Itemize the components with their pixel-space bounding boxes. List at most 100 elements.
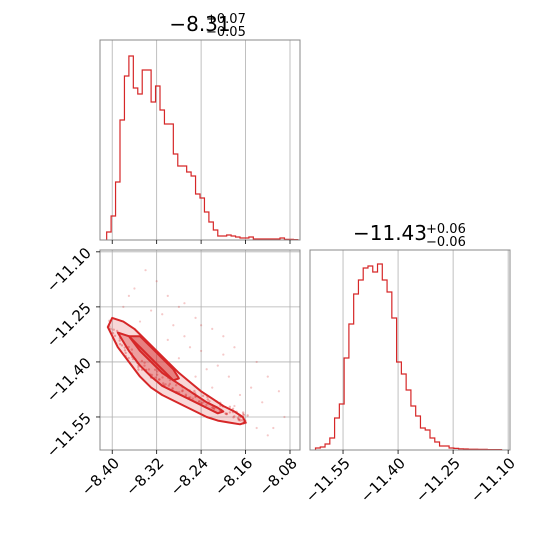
scatter-point [154,376,157,379]
scatter-point [118,342,122,346]
scatter-point [127,294,130,297]
scatter-point [115,329,119,333]
scatter-point [283,415,286,419]
scatter-point [137,366,140,369]
scatter-point [211,406,214,409]
scatter-point [211,327,214,330]
scatter-point [236,416,240,420]
scatter-point [130,348,134,351]
scatter-point [200,324,203,327]
hist-y-title-sub: −0.06 [426,235,466,250]
scatter-point [137,368,140,371]
scatter-2d-x-ticks: −8.40 −8.32 −8.24 −8.16 −8.08 [78,450,301,499]
scatter-point [122,305,125,308]
scatter-point [144,269,147,272]
scatter-point [174,384,178,387]
scatter-point [193,389,196,393]
scatter-point [237,418,241,422]
scatter-point [166,294,169,297]
scatter-point [255,426,258,430]
scatter-point [191,397,194,400]
hist-x-grid [111,40,291,240]
contour-outer [106,316,247,426]
scatter-point [140,359,144,363]
scatter-point [228,405,232,409]
scatter-point [233,346,236,349]
scatter-point [171,387,174,391]
scatter-point [232,416,235,419]
scatter-point [224,412,228,416]
x-tick-label: −8.40 [78,454,123,499]
scatter-point [233,415,236,418]
scatter-point [272,426,275,430]
scatter-point [189,396,192,399]
scatter-point [231,407,235,410]
hist-y-tick-label: −11.10 [467,454,519,506]
scatter-point [228,411,232,414]
hist-y-title: −11.43 [353,221,427,245]
scatter-point [241,411,245,414]
scatter-point [156,370,159,373]
hist-y-panel: −11.55 −11.40 −11.25 −11.10 [302,249,519,506]
x-tick-label: −8.16 [211,454,256,499]
scatter-point [177,357,180,360]
scatter-point [225,412,229,416]
x-tick-label: −8.08 [256,454,301,499]
scatter-point [233,404,236,408]
hist-y-tick-label: −11.25 [412,454,464,506]
scatter-2d-frame [99,249,301,451]
hist-x-series [106,55,299,241]
hist-x-panel [99,39,301,244]
scatter-point [183,335,186,338]
scatter-point [208,400,211,403]
hist-y-title-main: −11.43 [353,221,427,245]
scatter-point [255,360,258,364]
x-tick-label: −8.32 [122,454,167,499]
scatter-point [167,384,171,387]
y-tick-label: −11.25 [43,299,95,351]
scatter-point [138,320,142,323]
scatter-point [240,418,244,422]
scatter-point [113,334,117,338]
y-tick-label: −11.10 [43,244,95,296]
scatter-point [143,364,146,367]
scatter-point [277,390,280,393]
scatter-point [194,375,197,378]
scatter-point [250,386,253,389]
scatter-point [133,287,136,290]
hist-y-title-sup: +0.06 [426,222,466,237]
scatter-point [155,280,158,283]
scatter-point [157,378,161,381]
scatter-point [166,338,169,342]
scatter-point [123,346,126,349]
scatter-point [266,375,269,378]
scatter-point [201,394,205,398]
scatter-point [111,332,115,335]
scatter-point [261,401,264,404]
hist-y-series [314,263,503,451]
contour-inner [127,335,180,382]
scatter-point [118,339,121,342]
scatter-point [211,386,214,389]
scatter-point [172,324,175,327]
scatter-point [183,302,186,305]
scatter-point [222,335,225,338]
scatter-point [246,414,249,417]
scatter-point [161,376,164,379]
scatter-point [123,349,127,352]
scatter-point [112,328,115,331]
scatter-2d-grid [100,250,300,450]
scatter-point [162,382,165,385]
scatter-point [168,382,172,386]
scatter-point [153,368,157,371]
hist-y-tick-label: −11.55 [302,454,354,506]
scatter-point [177,305,180,308]
scatter-point [158,378,161,381]
scatter-point [211,406,214,409]
scatter-point [212,407,216,410]
hist-x-title-sup: +0.07 [206,12,246,27]
scatter-point [237,417,240,421]
hist-y-ticks: −11.55 −11.40 −11.25 −11.10 [302,450,519,506]
hist-y-tick-label: −11.40 [357,454,409,506]
